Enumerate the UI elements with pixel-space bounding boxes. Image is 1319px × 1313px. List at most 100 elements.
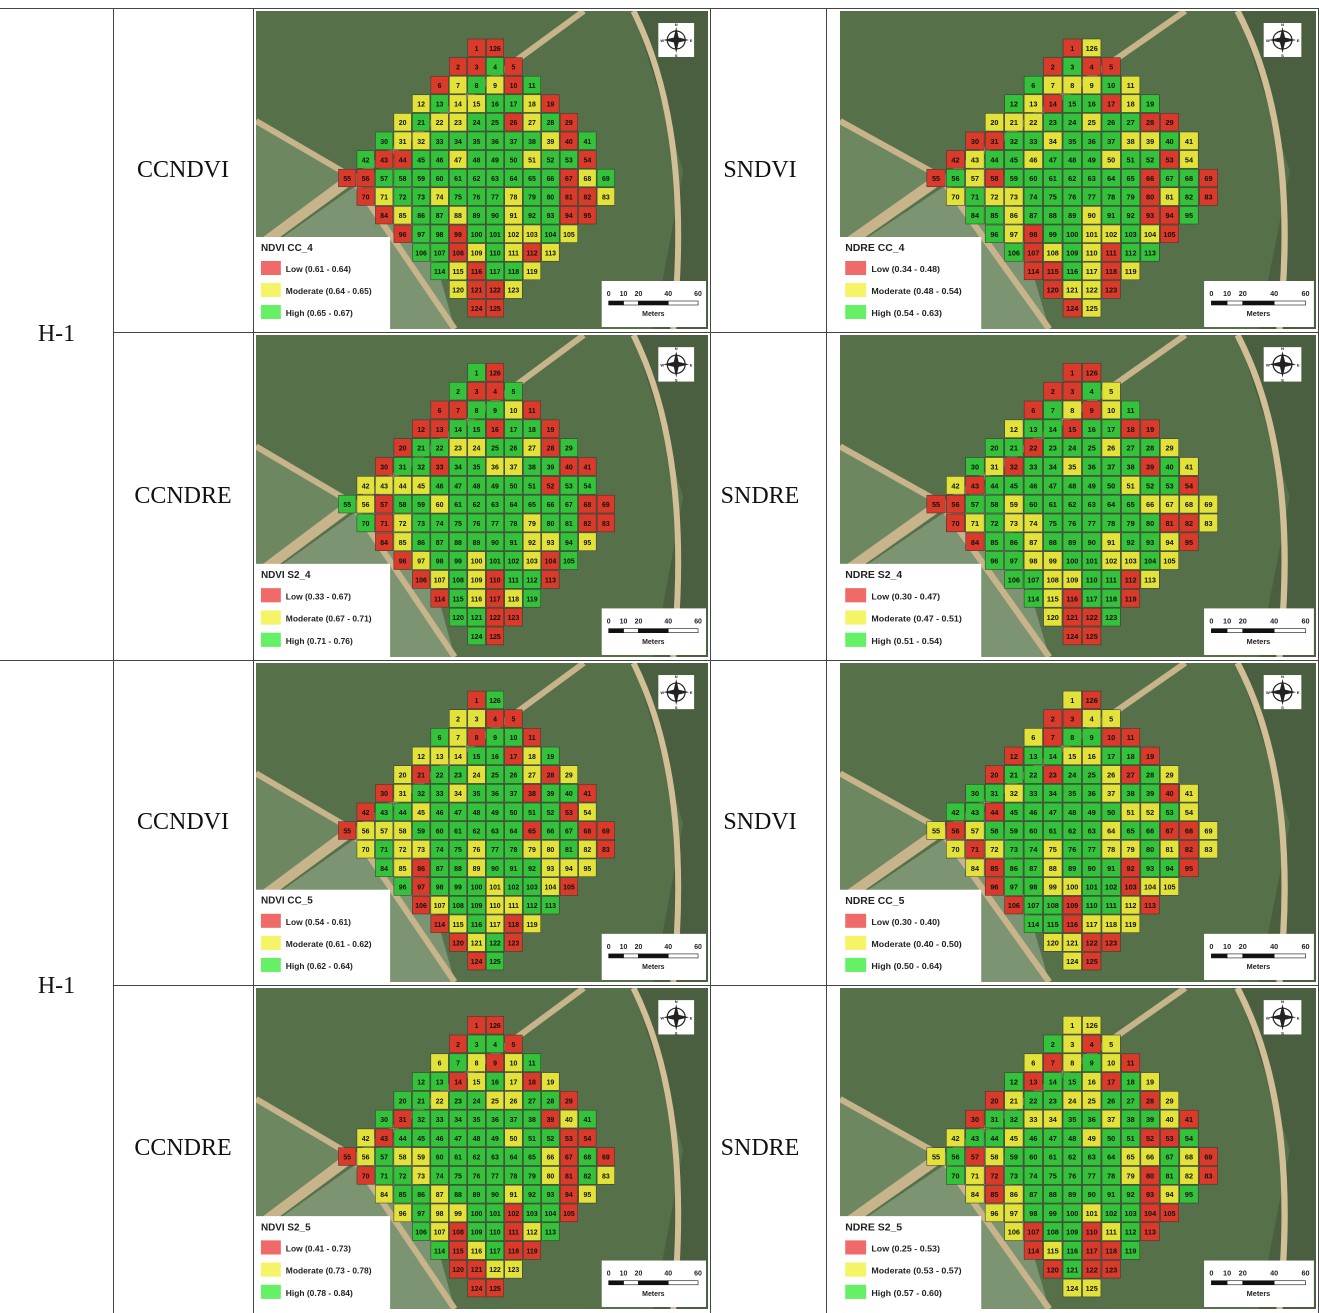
compass-letter: E xyxy=(1297,38,1300,43)
cell-number: 92 xyxy=(1127,212,1135,220)
cell-number: 73 xyxy=(417,521,425,528)
cell-number: 91 xyxy=(510,1192,518,1199)
cell-number: 59 xyxy=(417,829,425,836)
cell-number: 35 xyxy=(1068,463,1076,472)
cell-number: 88 xyxy=(1049,865,1057,873)
cell-number: 20 xyxy=(399,1098,407,1105)
cell-number: 119 xyxy=(526,1248,537,1255)
cell-number: 45 xyxy=(417,483,425,490)
cell-number: 98 xyxy=(436,1211,444,1218)
cell-number: 91 xyxy=(1107,1190,1115,1199)
cell-number: 121 xyxy=(1066,287,1078,295)
cell-number: 92 xyxy=(528,1192,536,1199)
cell-number: 91 xyxy=(510,213,518,220)
cell-number: 24 xyxy=(473,773,481,780)
cell-number: 122 xyxy=(489,288,501,295)
cell-number: 66 xyxy=(547,176,555,183)
cell-number: 60 xyxy=(1029,500,1037,509)
cell-number: 20 xyxy=(399,120,407,127)
cell-number: 64 xyxy=(510,1155,518,1162)
cell-number: 50 xyxy=(510,483,518,490)
scale-segment xyxy=(668,301,698,305)
cell-number: 6 xyxy=(438,735,442,742)
scale-tick-label: 60 xyxy=(1301,943,1309,951)
cell-number: 71 xyxy=(380,847,388,854)
cell-number: 79 xyxy=(1127,846,1135,854)
cell-number: 4 xyxy=(1090,1040,1094,1049)
cell-number: 72 xyxy=(990,1172,998,1181)
cell-number: 58 xyxy=(399,176,407,183)
cell-number: 104 xyxy=(545,232,557,239)
cell-number: 47 xyxy=(454,1136,462,1143)
cell-number: 120 xyxy=(1047,287,1059,295)
cell-number: 4 xyxy=(1090,387,1094,396)
cell-number: 81 xyxy=(1165,846,1173,854)
compass-letter: S xyxy=(1281,1031,1284,1036)
cell-number: 102 xyxy=(508,232,520,239)
cell-number: 8 xyxy=(475,735,479,742)
cell-number: 87 xyxy=(436,213,444,220)
cell-number: 67 xyxy=(565,829,573,836)
cell-number: 19 xyxy=(547,1079,555,1086)
cell-number: 95 xyxy=(1185,538,1193,547)
cell-number: 81 xyxy=(1165,519,1173,528)
cell-number: 27 xyxy=(528,1098,536,1105)
cell-number: 125 xyxy=(1086,958,1098,966)
cell-number: 70 xyxy=(951,519,959,528)
cell-number: 21 xyxy=(1010,444,1018,453)
cell-number: 121 xyxy=(471,288,483,295)
cell-number: 75 xyxy=(1049,1172,1057,1181)
cell-number: 32 xyxy=(1010,1115,1018,1124)
cell-number: 10 xyxy=(1107,734,1115,742)
cell-number: 42 xyxy=(362,157,370,164)
cell-number: 11 xyxy=(528,1061,535,1068)
cell-number: 26 xyxy=(510,120,518,127)
cell-number: 42 xyxy=(362,1136,370,1143)
scale-unit: Meters xyxy=(642,311,665,318)
cell-number: 124 xyxy=(1066,305,1078,313)
cell-number: 3 xyxy=(1070,716,1074,724)
cell-number: 116 xyxy=(471,596,482,603)
cell-number: 108 xyxy=(1047,576,1059,585)
cell-number: 5 xyxy=(512,717,516,724)
cell-number: 70 xyxy=(951,194,959,202)
cell-number: 65 xyxy=(1127,1153,1135,1162)
cell-number: 126 xyxy=(489,698,501,705)
scale-segment xyxy=(1211,301,1227,305)
cell-number: 50 xyxy=(510,1136,518,1143)
cell-number: 22 xyxy=(1029,444,1037,453)
cell-number: 121 xyxy=(471,1267,483,1274)
compass-letter: E xyxy=(1297,362,1300,367)
cell-number: 89 xyxy=(473,213,481,220)
legend-swatch xyxy=(845,1240,866,1254)
cell-number: 6 xyxy=(1031,406,1035,415)
legend-label: High (0.54 - 0.63) xyxy=(871,308,942,318)
cell-number: 18 xyxy=(528,427,536,434)
cell-number: 47 xyxy=(1049,481,1057,490)
cell-number: 70 xyxy=(951,1172,959,1181)
cell-number: 53 xyxy=(565,1136,573,1143)
cell-number: 56 xyxy=(951,175,959,183)
cell-number: 126 xyxy=(489,370,501,377)
scale-segment xyxy=(668,1281,698,1285)
cell-number: 25 xyxy=(1088,119,1096,127)
cell-number: 96 xyxy=(399,559,407,566)
cell-number: 100 xyxy=(1066,231,1078,239)
cell-number: 47 xyxy=(1049,809,1057,817)
scale-tick-label: 60 xyxy=(694,291,702,298)
cell-number: 88 xyxy=(1049,212,1057,220)
scale-tick-label: 10 xyxy=(620,944,628,951)
scale-tick-label: 20 xyxy=(1239,943,1247,951)
cell-number: 123 xyxy=(1105,287,1117,295)
cell-number: 119 xyxy=(526,269,537,276)
cell-number: 6 xyxy=(1031,734,1035,742)
cell-number: 55 xyxy=(343,502,351,509)
cell-number: 5 xyxy=(1109,64,1113,72)
cell-number: 20 xyxy=(990,444,998,453)
cell-number: 3 xyxy=(1070,64,1074,72)
compass-letter: E xyxy=(1297,1015,1300,1020)
cell-number: 120 xyxy=(452,288,464,295)
cell-number: 34 xyxy=(454,1117,462,1124)
legend-swatch xyxy=(845,588,866,602)
cell-number: 85 xyxy=(399,540,407,547)
